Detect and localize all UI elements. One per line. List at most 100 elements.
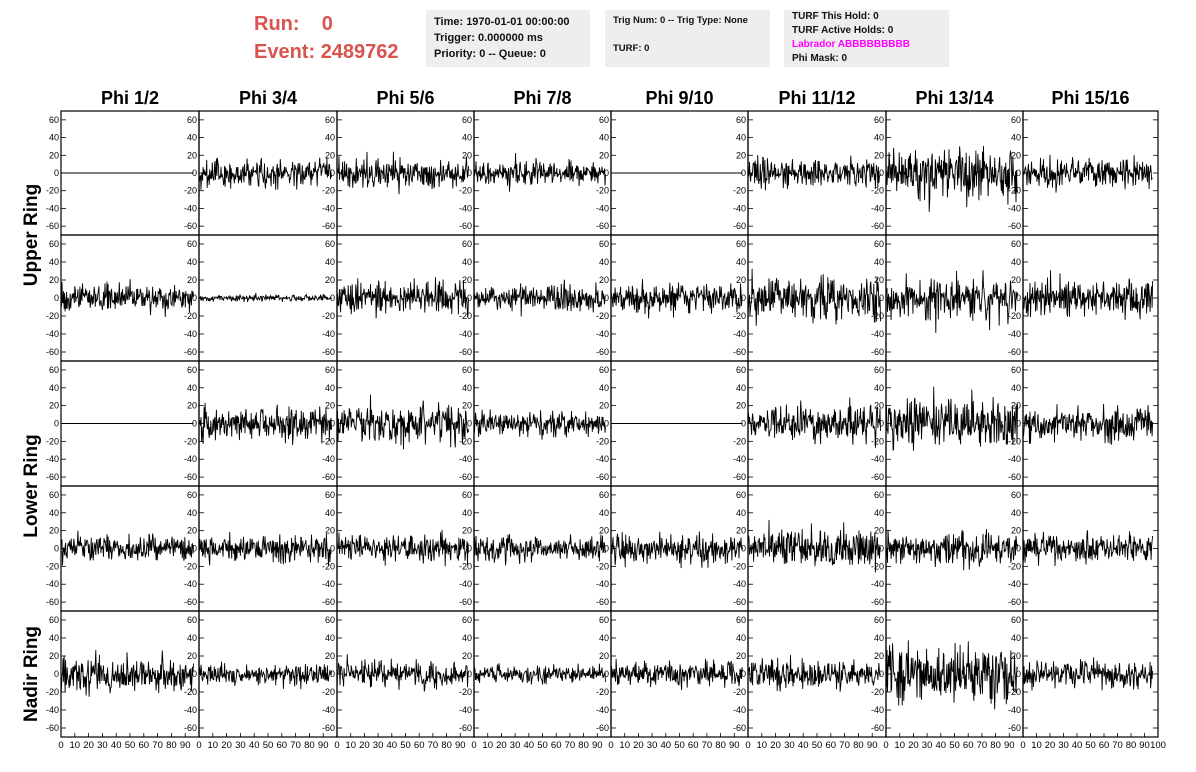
ytick-label: 0 bbox=[1016, 669, 1021, 679]
ytick-label: 60 bbox=[187, 365, 197, 375]
ytick-label: -60 bbox=[596, 221, 609, 231]
ytick-label: -60 bbox=[733, 723, 746, 733]
waveform-r2-c7 bbox=[1022, 403, 1154, 445]
ytick-label: -60 bbox=[459, 472, 472, 482]
ytick-label: 20 bbox=[187, 401, 197, 411]
ytick-label: 20 bbox=[736, 150, 746, 160]
ytick-label: -60 bbox=[459, 723, 472, 733]
ytick-label: -40 bbox=[322, 454, 335, 464]
ytick-label: 0 bbox=[1016, 544, 1021, 554]
ytick-label: 60 bbox=[462, 615, 472, 625]
xtick-label: 10 bbox=[619, 740, 630, 751]
xtick-label: 30 bbox=[373, 740, 384, 751]
xtick-label: 40 bbox=[661, 740, 672, 751]
waveform-r3-c4 bbox=[610, 531, 743, 569]
ytick-label: 60 bbox=[1011, 115, 1021, 125]
ytick-label: -40 bbox=[871, 454, 884, 464]
ytick-label: -60 bbox=[733, 221, 746, 231]
waveform-r3-c7 bbox=[1022, 530, 1154, 567]
time-info-box: Time: 1970-01-01 00:00:00 Trigger: 0.000… bbox=[426, 10, 590, 67]
ytick-label: -40 bbox=[1008, 579, 1021, 589]
event-label: Event: bbox=[254, 41, 316, 63]
ytick-label: 20 bbox=[1011, 150, 1021, 160]
ytick-label: -60 bbox=[733, 347, 746, 357]
ytick-label: -60 bbox=[459, 347, 472, 357]
ytick-label: -60 bbox=[596, 347, 609, 357]
ytick-label: -60 bbox=[322, 597, 335, 607]
xtick-label: 20 bbox=[359, 740, 370, 751]
ytick-label: -40 bbox=[322, 579, 335, 589]
xtick-label: 10 bbox=[894, 740, 905, 751]
ytick-label: 0 bbox=[330, 293, 335, 303]
labrador-line: Labrador ABBBBBBBBB bbox=[792, 39, 910, 50]
ytick-label: -60 bbox=[46, 723, 59, 733]
xtick-label: 30 bbox=[235, 740, 246, 751]
ytick-label: 40 bbox=[187, 383, 197, 393]
xtick-label: 30 bbox=[1058, 740, 1069, 751]
ytick-label: 40 bbox=[49, 633, 59, 643]
ytick-label: 20 bbox=[49, 651, 59, 661]
waveform-r0-c6 bbox=[885, 145, 1018, 212]
ytick-label: 60 bbox=[1011, 615, 1021, 625]
ytick-label: 40 bbox=[1011, 383, 1021, 393]
xtick-label: 70 bbox=[1112, 740, 1123, 751]
xtick-label: 60 bbox=[414, 740, 425, 751]
ytick-label: 20 bbox=[736, 401, 746, 411]
column-title-3: Phi 5/6 bbox=[376, 88, 434, 108]
ytick-label: 20 bbox=[325, 275, 335, 285]
ytick-label: 60 bbox=[1011, 239, 1021, 249]
ytick-label: -20 bbox=[184, 436, 197, 446]
ytick-label: -20 bbox=[46, 186, 59, 196]
column-title-6: Phi 11/12 bbox=[778, 88, 855, 108]
ytick-label: -40 bbox=[871, 329, 884, 339]
xtick-label: 20 bbox=[633, 740, 644, 751]
event-value: 2489762 bbox=[320, 41, 399, 63]
waveform-r2-c1 bbox=[198, 402, 332, 446]
xtick-label: 90 bbox=[729, 740, 740, 751]
xtick-label: 70 bbox=[839, 740, 850, 751]
ytick-label: 60 bbox=[49, 615, 59, 625]
waveform-r3-c1 bbox=[198, 531, 332, 566]
waveform-r1-c4 bbox=[610, 279, 743, 319]
ytick-label: 60 bbox=[49, 239, 59, 249]
ytick-label: 40 bbox=[736, 133, 746, 143]
ytick-label: 40 bbox=[736, 383, 746, 393]
xtick-label: 0 bbox=[1020, 740, 1025, 751]
ytick-label: -40 bbox=[596, 203, 609, 213]
ytick-label: 0 bbox=[467, 544, 472, 554]
ytick-label: 0 bbox=[54, 544, 59, 554]
ytick-label: 60 bbox=[599, 615, 609, 625]
ytick-label: -60 bbox=[322, 221, 335, 231]
ytick-label: -40 bbox=[46, 705, 59, 715]
xtick-label: 0 bbox=[883, 740, 888, 751]
ytick-label: 20 bbox=[599, 401, 609, 411]
xtick-label: 90 bbox=[867, 740, 878, 751]
ytick-label: 20 bbox=[187, 651, 197, 661]
xtick-label: 80 bbox=[853, 740, 864, 751]
xtick-label: 10 bbox=[208, 740, 219, 751]
ytick-label: 0 bbox=[741, 293, 746, 303]
ytick-label: -20 bbox=[871, 186, 884, 196]
waveform-r4-c6 bbox=[885, 640, 1018, 710]
ytick-label: -20 bbox=[184, 687, 197, 697]
ytick-label: -20 bbox=[1008, 561, 1021, 571]
ytick-label: 0 bbox=[54, 168, 59, 178]
xtick-label: 100 bbox=[1150, 740, 1166, 751]
ytick-label: 20 bbox=[325, 150, 335, 160]
xtick-label: 20 bbox=[221, 740, 232, 751]
xtick-label: 60 bbox=[139, 740, 150, 751]
ytick-label: -20 bbox=[596, 436, 609, 446]
ytick-label: 60 bbox=[736, 239, 746, 249]
ytick-label: 60 bbox=[736, 115, 746, 125]
column-title-4: Phi 7/8 bbox=[513, 88, 571, 108]
ytick-label: 40 bbox=[49, 508, 59, 518]
ytick-label: 0 bbox=[192, 669, 197, 679]
ytick-label: -60 bbox=[871, 723, 884, 733]
ytick-label: -20 bbox=[322, 687, 335, 697]
ytick-label: -40 bbox=[871, 705, 884, 715]
xtick-label: 10 bbox=[70, 740, 81, 751]
ytick-label: -20 bbox=[184, 311, 197, 321]
ytick-label: 20 bbox=[49, 401, 59, 411]
ytick-label: 0 bbox=[879, 419, 884, 429]
ytick-label: 60 bbox=[599, 239, 609, 249]
